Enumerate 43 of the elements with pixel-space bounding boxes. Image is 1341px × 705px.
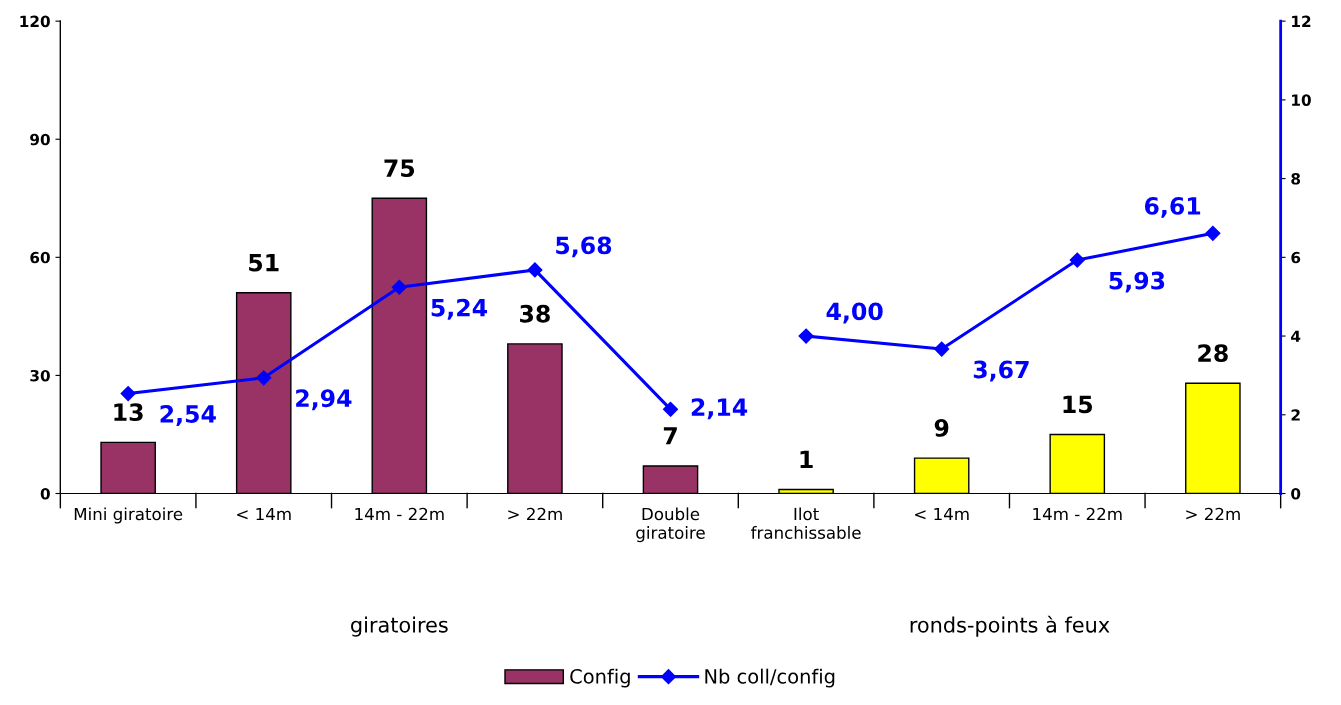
data-label: 5,68 [556, 236, 612, 258]
y2-tick-label: 10 [1292, 94, 1311, 106]
x-tick-label: 14m - 22m [355, 507, 444, 521]
y2-tick-label: 2 [1291, 409, 1300, 421]
data-label: 1 [800, 450, 813, 468]
y-tick-label: 120 [20, 15, 50, 28]
x-tick-label: > 22m [508, 507, 562, 521]
y-tick-label: 90 [30, 133, 50, 146]
x-tick-label: Mini giratoire [74, 507, 183, 524]
y-tick-label: 30 [30, 369, 50, 382]
data-label: 3,67 [973, 360, 1029, 382]
legend-label: Nb coll/config [705, 668, 835, 688]
data-label: 4,00 [826, 302, 883, 324]
y-tick-label: 60 [30, 251, 50, 264]
data-label: 51 [249, 253, 279, 272]
data-label: 9 [934, 418, 949, 437]
x-tick-label: < 14m [237, 507, 291, 521]
x-tick-label: 14m - 22m [1033, 507, 1122, 521]
y2-tick-label: 8 [1291, 173, 1301, 185]
data-label: 13 [114, 403, 143, 422]
x-tick-label: Ilot franchissable [751, 507, 861, 539]
data-label: 2,54 [160, 405, 216, 426]
data-label: 6,61 [1144, 197, 1201, 218]
data-label: 2,14 [691, 398, 748, 420]
x-tick-label: > 22m [1186, 507, 1240, 521]
data-label: 2,94 [296, 389, 352, 411]
data-label: 5,24 [431, 298, 488, 320]
data-label: 75 [384, 159, 415, 178]
x-tick-label: < 14m [915, 507, 969, 521]
text: ronds-points à feux [910, 615, 1110, 637]
text: giratoires [351, 616, 448, 637]
data-label: 7 [663, 427, 677, 445]
data-label: 5,93 [1109, 271, 1165, 293]
y2-tick-label: 6 [1291, 251, 1301, 264]
y2-tick-label: 0 [1291, 487, 1301, 500]
y2-tick-label: 4 [1291, 330, 1301, 342]
data-label: 28 [1198, 344, 1228, 363]
y-tick-label: 0 [40, 487, 50, 500]
data-label: 15 [1063, 395, 1093, 414]
y2-tick-label: 12 [1292, 15, 1311, 27]
data-label: 38 [520, 304, 550, 323]
legend-label: Config [570, 668, 630, 688]
x-tick-label: Double giratoire [636, 507, 705, 543]
